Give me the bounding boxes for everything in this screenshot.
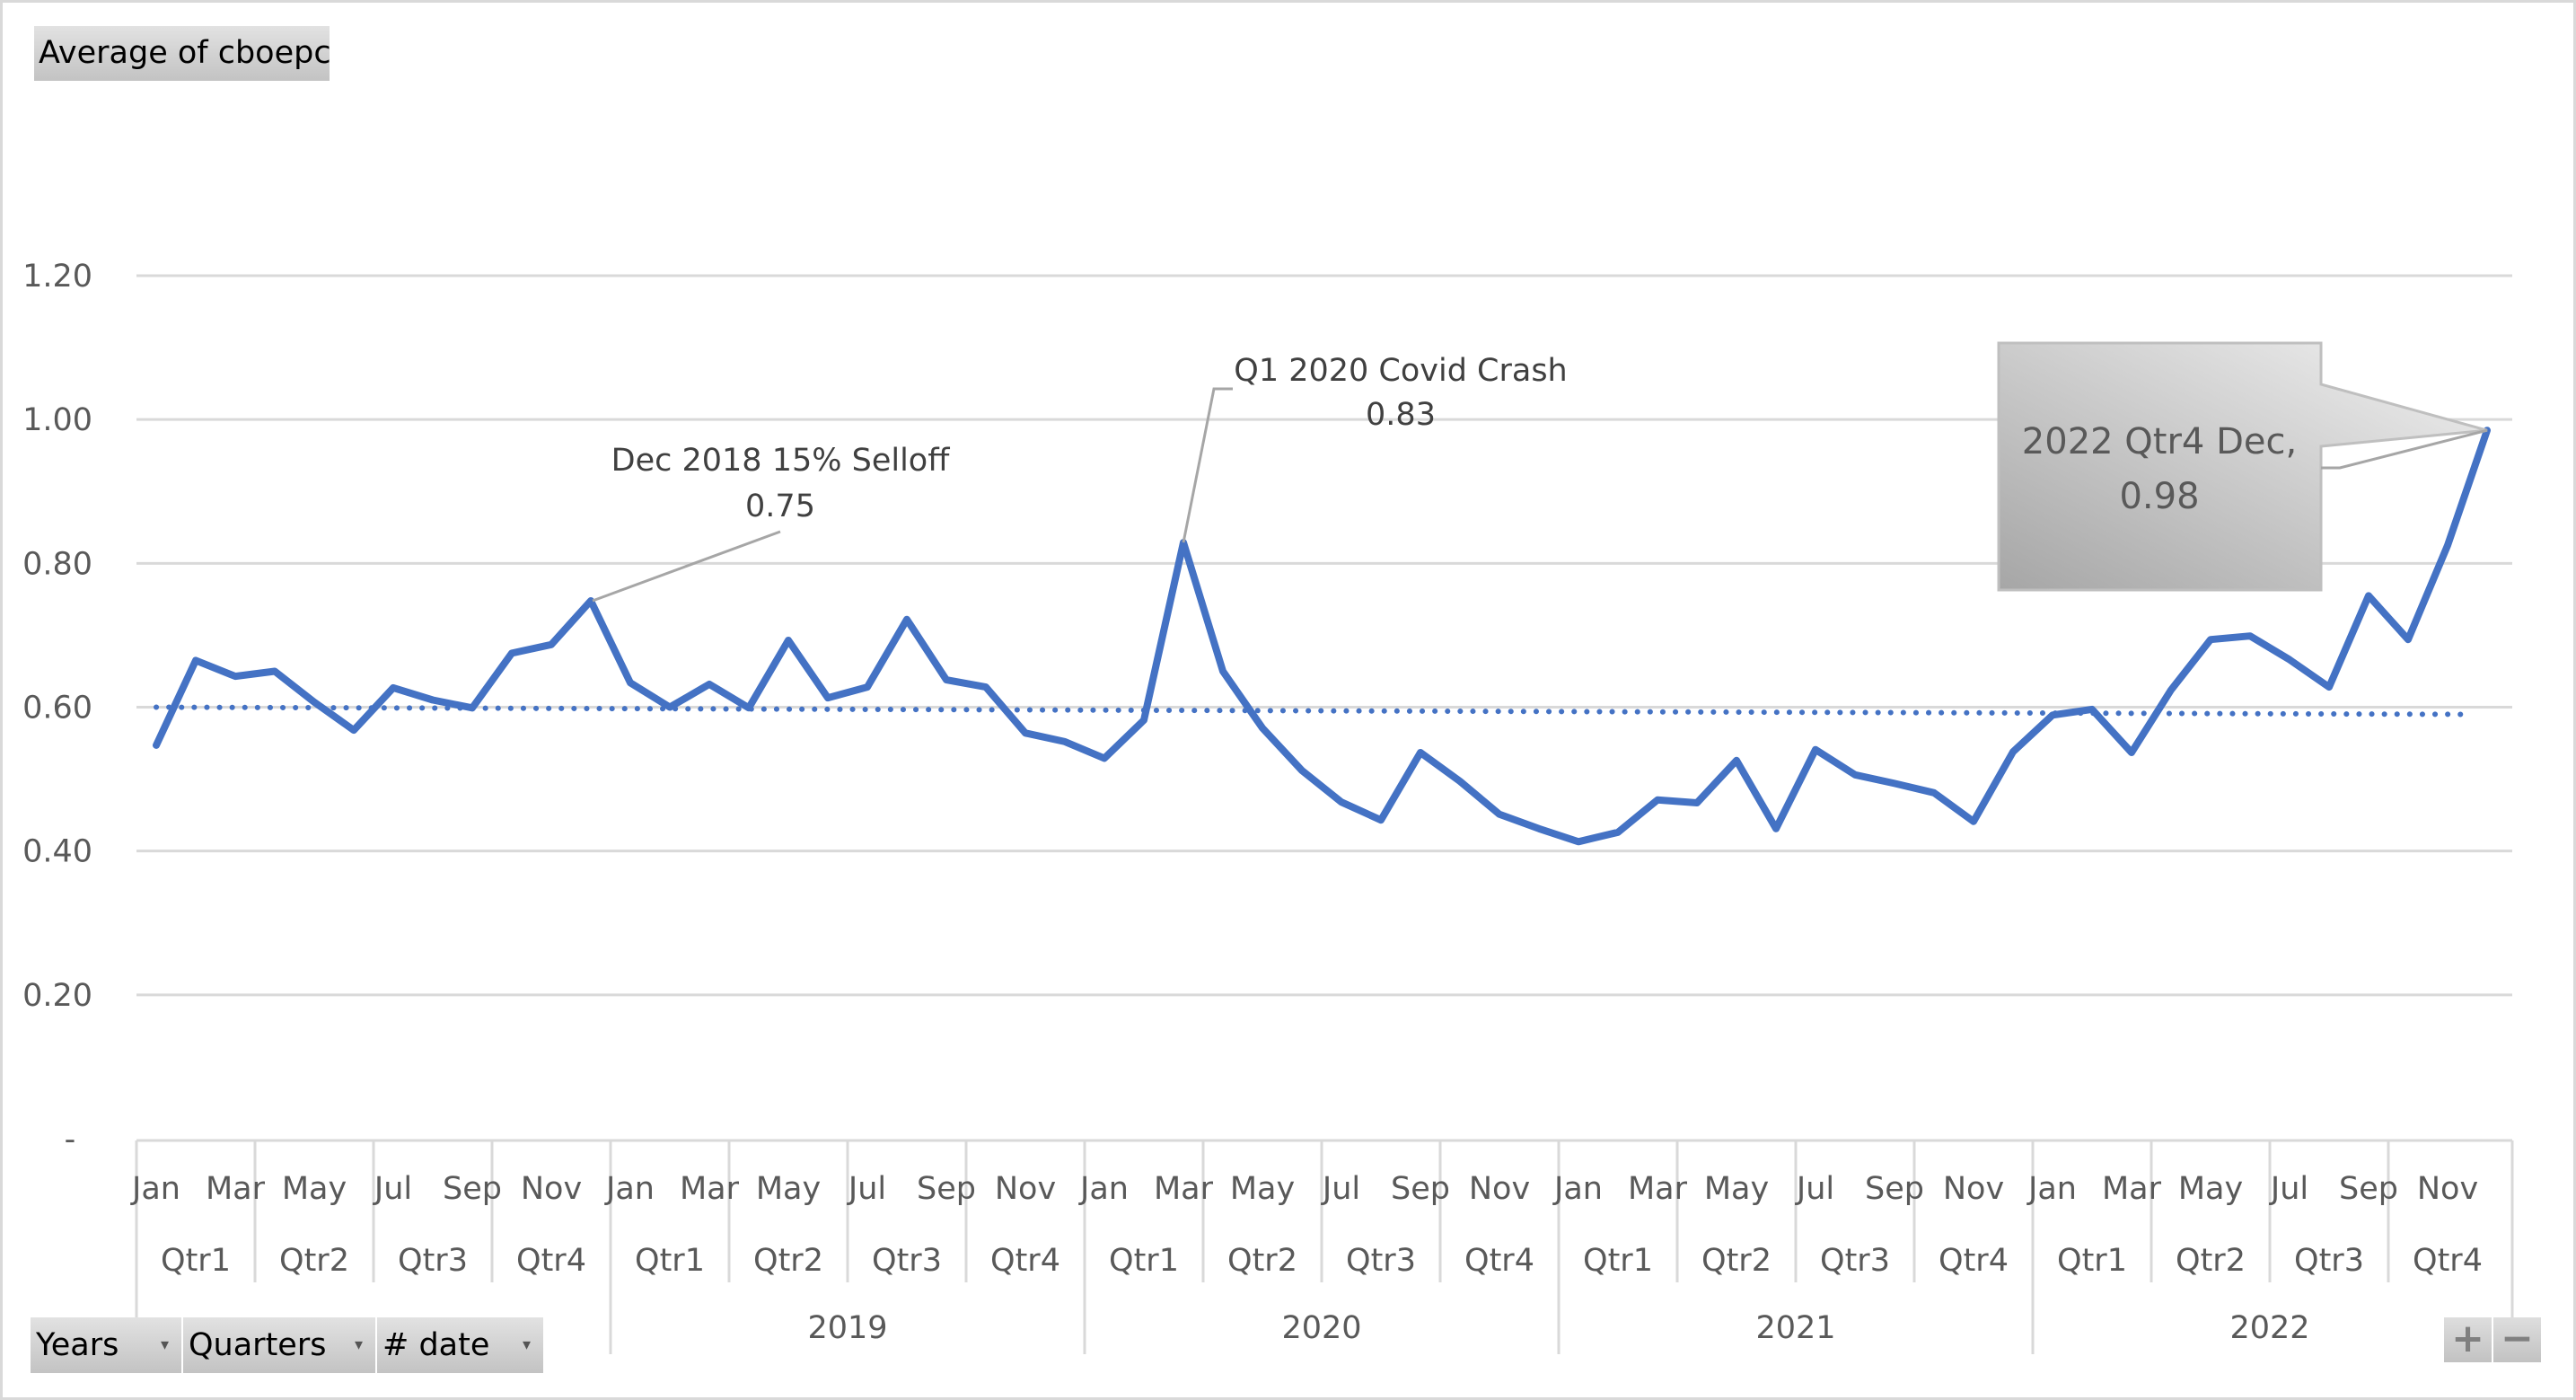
quarter-label: Qtr1 [2057, 1243, 2127, 1279]
month-label: May [2178, 1171, 2243, 1207]
quarter-label: Qtr2 [279, 1243, 349, 1279]
month-label: Nov [2417, 1171, 2478, 1207]
quarter-label: Qtr4 [1939, 1243, 2009, 1279]
month-label: Mar [2102, 1171, 2162, 1207]
annotation-value: 0.83 [1366, 397, 1436, 433]
quarter-label: Qtr1 [635, 1243, 705, 1279]
month-label: Jan [2027, 1171, 2077, 1207]
y-tick-label: 1.20 [22, 259, 92, 295]
gridlines [136, 274, 2512, 997]
cboepc-line[interactable] [153, 427, 2491, 846]
value-field-button[interactable]: Average of cboepc [34, 26, 331, 81]
date-field-label: # date [382, 1327, 490, 1363]
quarter-label: Qtr4 [1464, 1243, 1534, 1279]
collapse-field-button[interactable]: − [2493, 1317, 2541, 1362]
month-label: Jul [847, 1171, 886, 1207]
month-label: Jul [2269, 1171, 2308, 1207]
dropdown-arrow-icon: ▾ [354, 1335, 363, 1354]
y-tick-label: 0.40 [22, 834, 92, 870]
quarter-label: Qtr4 [516, 1243, 586, 1279]
month-label: Jul [1321, 1171, 1360, 1207]
month-label: Jan [1078, 1171, 1129, 1207]
year-label: 2021 [1755, 1310, 1835, 1346]
month-label: Sep [2339, 1171, 2398, 1207]
data-series-line[interactable] [153, 427, 2491, 846]
month-label: Sep [917, 1171, 976, 1207]
value-field-label: Average of cboepc [39, 35, 331, 71]
leader-line [1182, 387, 1233, 543]
month-label: May [1230, 1171, 1295, 1207]
dropdown-arrow-icon: ▾ [522, 1335, 531, 1354]
quarter-label: Qtr3 [872, 1243, 942, 1279]
quarter-label: Qtr1 [161, 1243, 231, 1279]
quarter-label: Qtr3 [398, 1243, 468, 1279]
month-label: Mar [680, 1171, 740, 1207]
data-labels: Dec 2018 15% Selloff 0.75 Q1 2020 Covid Cr… [592, 341, 2488, 603]
y-axis-labels: - 0.20 0.40 0.60 0.80 1.00 1.20 [22, 259, 92, 1158]
month-label: Mar [1154, 1171, 1214, 1207]
quarter-label: Qtr3 [1346, 1243, 1416, 1279]
month-label: Nov [1943, 1171, 2004, 1207]
year-label: 2020 [1281, 1310, 1361, 1346]
years-field-label: Years [36, 1327, 119, 1363]
quarters-field-button[interactable]: Quarters ▾ [183, 1317, 375, 1373]
quarter-label: Qtr2 [2176, 1243, 2246, 1279]
month-label: Jan [130, 1171, 180, 1207]
date-field-button[interactable]: # date ▾ [377, 1317, 543, 1373]
quarter-label: Qtr2 [753, 1243, 823, 1279]
expand-field-button[interactable]: + [2444, 1317, 2492, 1362]
month-label: Sep [1865, 1171, 1924, 1207]
x-axis: Qtr1 Qtr2 Qtr3 Qtr4 Jan Mar May Jul Sep Nov 2019 Qt… [130, 1139, 2514, 1354]
leader-line [2321, 428, 2488, 470]
year-label: 2019 [807, 1310, 887, 1346]
quarter-label: Qtr4 [2413, 1243, 2483, 1279]
y-tick-label: 0.60 [22, 691, 92, 726]
month-label: Sep [443, 1171, 502, 1207]
month-label: Mar [1628, 1171, 1688, 1207]
month-label: Jan [604, 1171, 655, 1207]
dropdown-arrow-icon: ▾ [160, 1335, 169, 1354]
y-tick-label: 0.80 [22, 546, 92, 582]
month-label: Nov [995, 1171, 1056, 1207]
month-label: May [1704, 1171, 1769, 1207]
y-tick-label: 0.20 [22, 978, 92, 1014]
month-label: May [282, 1171, 347, 1207]
quarter-label: Qtr3 [1820, 1243, 1890, 1279]
quarter-label: Qtr3 [2294, 1243, 2364, 1279]
y-tick-label: - [65, 1122, 76, 1158]
month-label: Mar [206, 1171, 266, 1207]
annotation-covid-2020: Q1 2020 Covid Crash [1234, 353, 1567, 389]
month-label: Nov [521, 1171, 582, 1207]
quarter-label: Qtr4 [990, 1243, 1060, 1279]
minus-icon: − [2501, 1316, 2534, 1361]
quarter-label: Qtr1 [1109, 1243, 1179, 1279]
quarter-label: Qtr1 [1583, 1243, 1653, 1279]
month-label: Jan [1552, 1171, 1603, 1207]
quarter-label: Qtr2 [1227, 1243, 1297, 1279]
month-label: Nov [1469, 1171, 1530, 1207]
annotation-value: 0.75 [745, 489, 815, 524]
quarter-label: Qtr2 [1701, 1243, 1772, 1279]
callout-box [1997, 341, 2488, 592]
plus-icon: + [2451, 1316, 2484, 1361]
annotation-dec-2022: 2022 Qtr4 Dec, [2022, 421, 2297, 462]
y-tick-label: 1.00 [22, 402, 92, 438]
month-label: Jul [1795, 1171, 1834, 1207]
month-label: May [756, 1171, 821, 1207]
quarters-field-label: Quarters [189, 1327, 327, 1363]
leader-line [592, 530, 781, 603]
month-label: Sep [1391, 1171, 1450, 1207]
annotation-dec-2018: Dec 2018 15% Selloff [611, 443, 951, 479]
years-field-button[interactable]: Years ▾ [31, 1317, 181, 1373]
annotation-value: 0.98 [2119, 476, 2199, 517]
year-label: 2022 [2229, 1310, 2309, 1346]
month-label: Jul [373, 1171, 412, 1207]
